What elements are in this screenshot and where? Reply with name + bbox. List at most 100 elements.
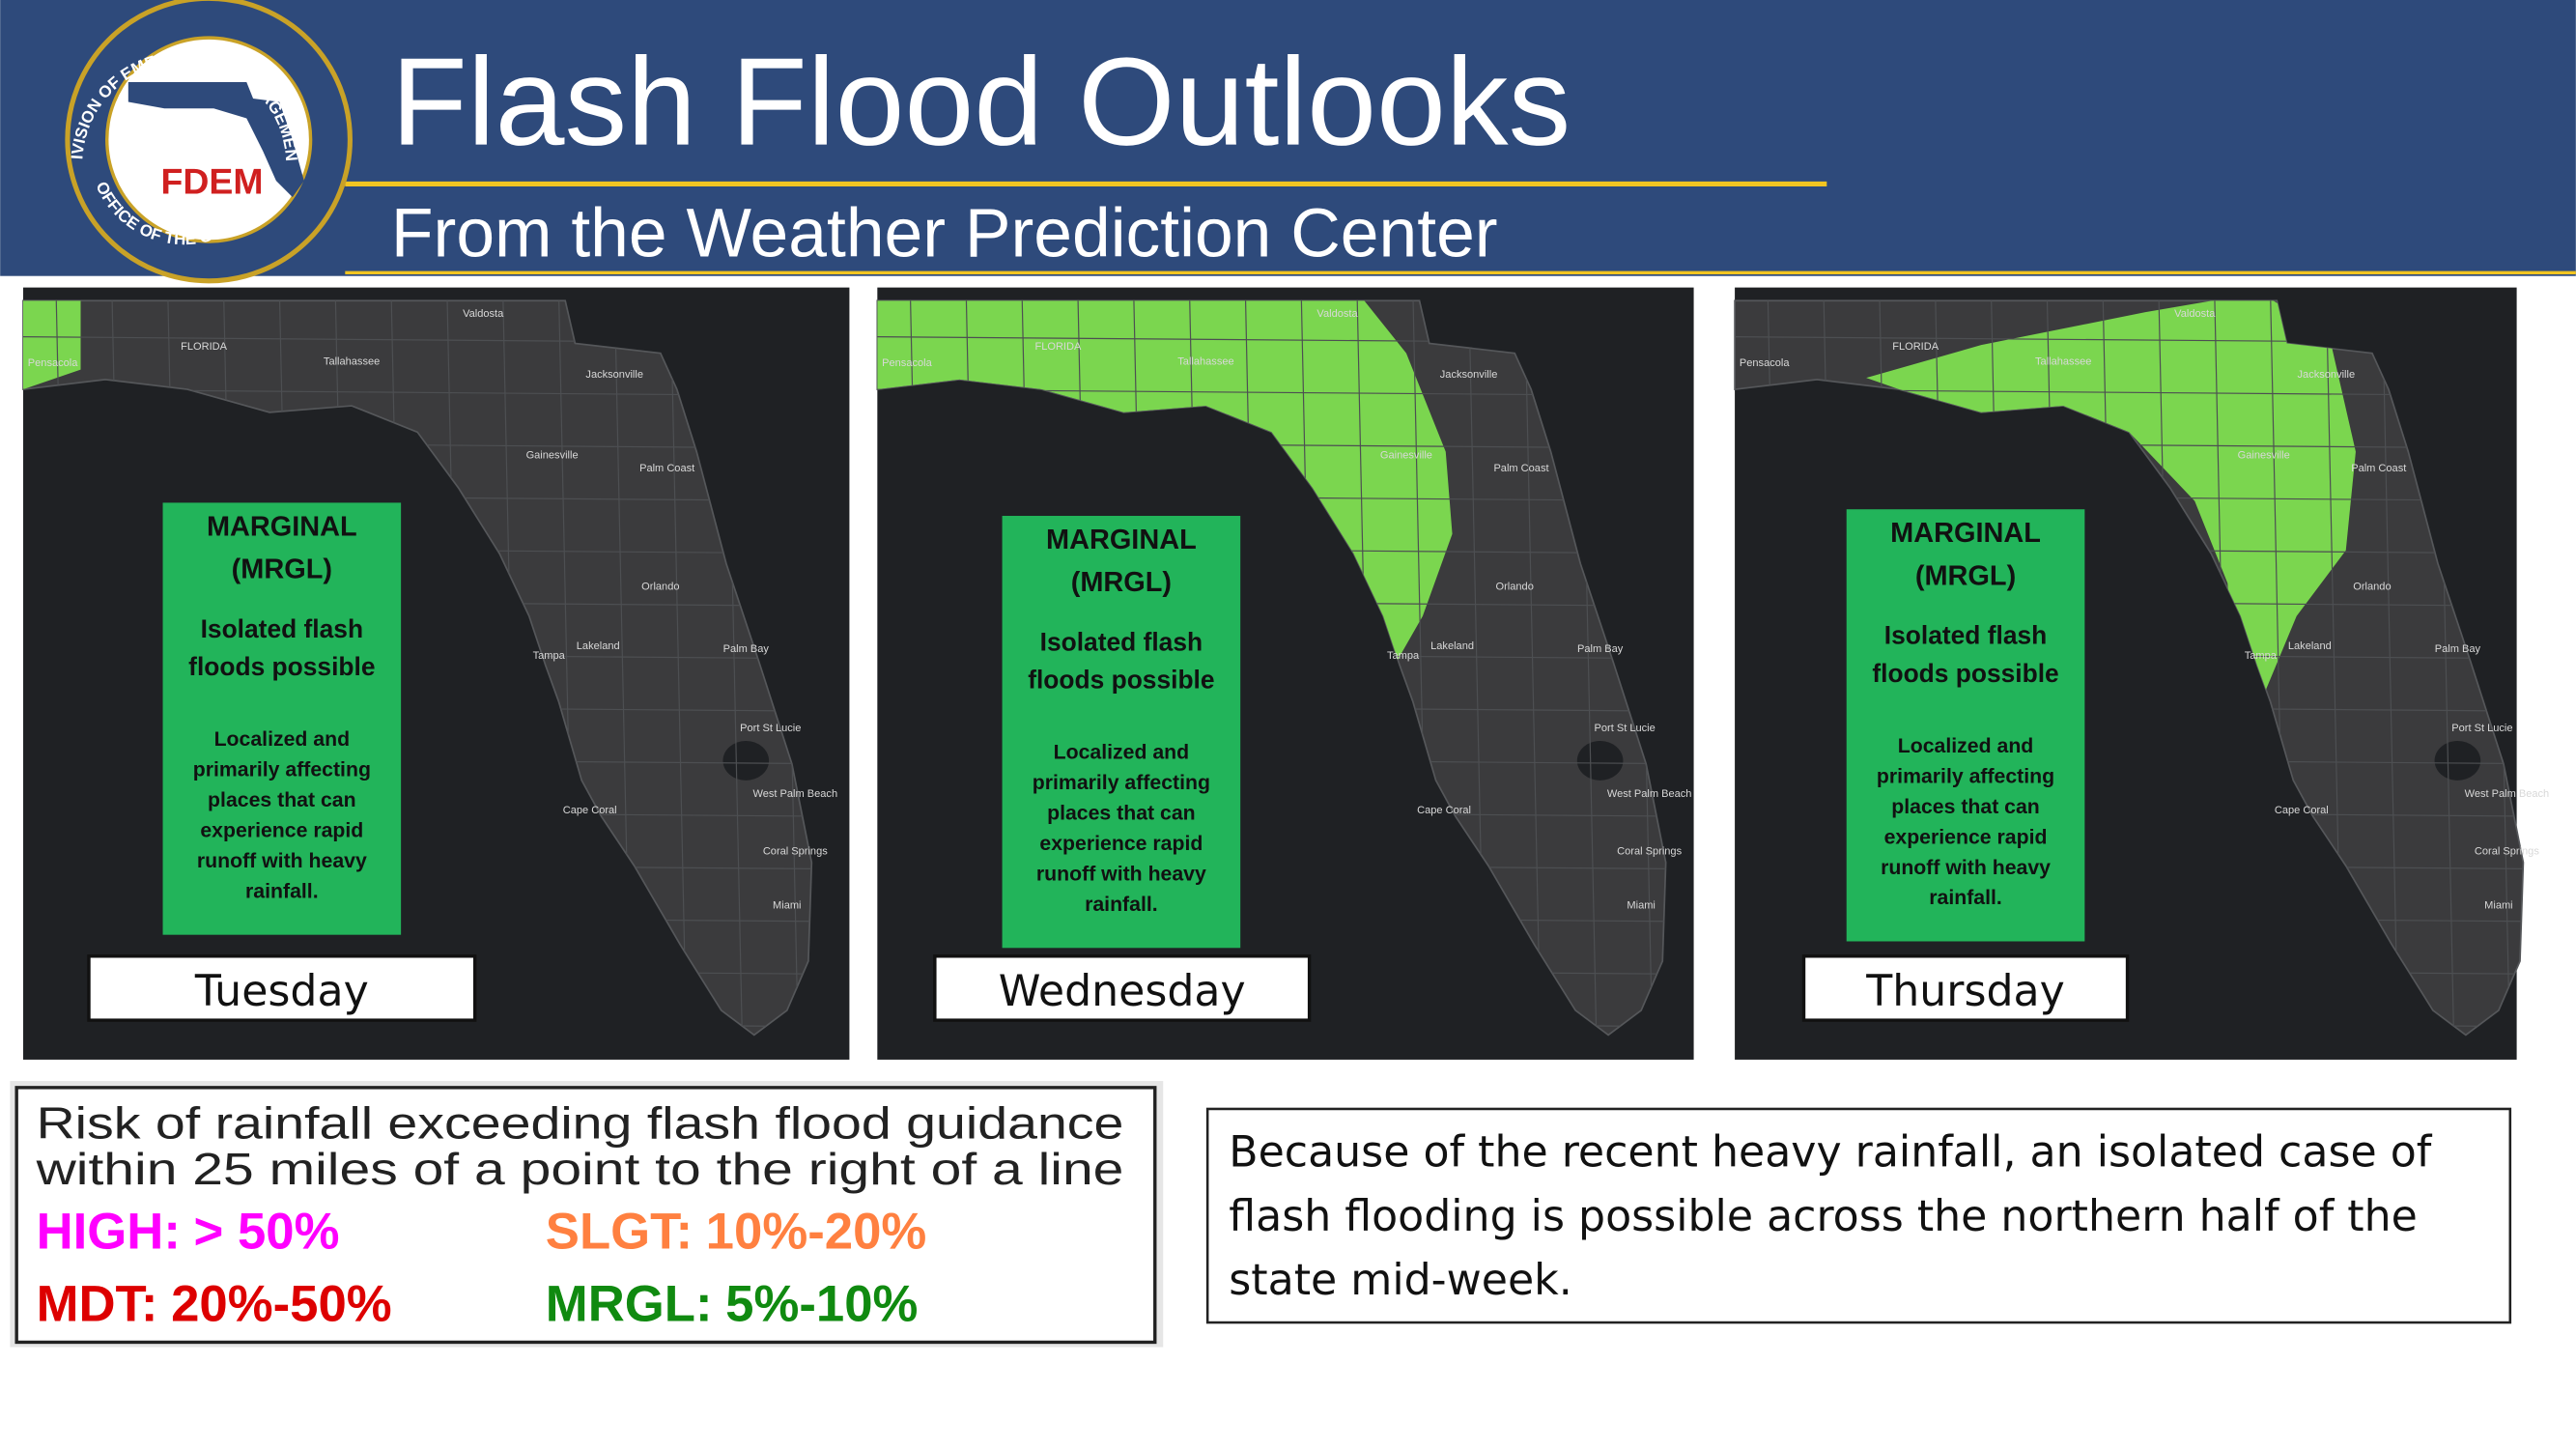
city-label: Miami xyxy=(773,899,801,911)
city-label: Coral Springs xyxy=(2475,845,2539,857)
risk-detail: places that can xyxy=(208,788,356,811)
city-label: Palm Coast xyxy=(639,463,694,474)
day-label: Thursday xyxy=(1865,967,2065,1016)
city-label: Orlando xyxy=(2353,582,2391,593)
note-line: state mid-week. xyxy=(1229,1256,1572,1305)
city-label: FLORIDA xyxy=(181,341,228,353)
risk-box xyxy=(1846,509,2085,942)
legend-box xyxy=(14,1086,1157,1345)
day-label: Wednesday xyxy=(999,967,1246,1016)
risk-box xyxy=(162,502,402,935)
legend: Risk of rainfall exceeding flash flood g… xyxy=(35,1098,1123,1333)
city-label: Tallahassee xyxy=(1177,356,1233,368)
risk-detail: runoff with heavy xyxy=(197,849,367,872)
title: Flash Flood Outlooks xyxy=(391,33,1571,172)
county-line xyxy=(669,300,688,1036)
risk-detail: runoff with heavy xyxy=(1881,856,2051,879)
risk-area xyxy=(22,300,81,390)
city-label: Lakeland xyxy=(577,640,620,652)
note: Because of the recent heavy rainfall, an… xyxy=(1229,1127,2433,1305)
lake xyxy=(2434,741,2481,781)
city-label: Orlando xyxy=(1496,582,1534,593)
note-box xyxy=(1205,1107,2512,1324)
risk-detail: primarily affecting xyxy=(1033,771,1210,794)
map-panel: Valdosta Tallahassee Pensacola FLORIDA Jacks… xyxy=(876,287,1694,1060)
city-label: Palm Coast xyxy=(2351,463,2406,474)
city-label: Jacksonville xyxy=(585,369,643,381)
city-label: Jacksonville xyxy=(2298,369,2356,381)
city-label: Valdosta xyxy=(2174,308,2216,320)
risk-code: (MRGL) xyxy=(1915,560,2016,591)
city-label: Jacksonville xyxy=(1440,369,1498,381)
city-label: Valdosta xyxy=(463,308,504,320)
day-box xyxy=(1801,954,2130,1022)
city-label: West Palm Beach xyxy=(1607,788,1692,800)
city-label: Tallahassee xyxy=(324,356,380,368)
city-label: West Palm Beach xyxy=(752,788,837,800)
risk-detail: places that can xyxy=(1891,795,2040,818)
risk-detail: experience rapid xyxy=(1039,832,1203,855)
risk-level: MARGINAL xyxy=(1890,518,2041,549)
note-line: Because of the recent heavy rainfall, an… xyxy=(1229,1127,2433,1177)
day-label: Tuesday xyxy=(194,967,369,1016)
risk-headline: Isolated flash xyxy=(1040,627,1203,656)
legend-item: HIGH: > 50% xyxy=(37,1204,340,1261)
city-label: Cape Coral xyxy=(1417,805,1471,816)
city-label: FLORIDA xyxy=(1892,341,1939,353)
city-label: Coral Springs xyxy=(1617,845,1682,857)
legend-item: SLGT: 10%-20% xyxy=(546,1204,926,1261)
city-label: Pensacola xyxy=(28,357,78,369)
city-label: Palm Bay xyxy=(723,643,770,655)
city-label: FLORIDA xyxy=(1034,341,1082,353)
risk-detail: Localized and xyxy=(1898,734,2034,757)
legend-item-label: MDT: xyxy=(37,1275,158,1332)
city-label: Pensacola xyxy=(1740,357,1790,369)
city-label: Gainesville xyxy=(1380,449,1432,461)
city-label: Palm Bay xyxy=(2435,643,2481,655)
risk-code: (MRGL) xyxy=(232,554,332,585)
logo-name: FDEM xyxy=(161,161,264,202)
city-label: Port St Lucie xyxy=(1595,723,1656,734)
risk-headline: floods possible xyxy=(1028,666,1214,695)
legend-item-range: 10%-20% xyxy=(706,1204,927,1261)
risk-area xyxy=(877,300,1453,663)
risk-detail: primarily affecting xyxy=(1877,764,2054,787)
risk-level: MARGINAL xyxy=(1046,525,1197,555)
panels: Valdosta Tallahassee Pensacola FLORIDA Jacks… xyxy=(22,287,2550,1060)
risk-code: (MRGL) xyxy=(1071,567,1172,598)
header-bar xyxy=(0,0,2576,276)
lake xyxy=(722,741,770,781)
city-label: Miami xyxy=(1627,899,1655,911)
legend-item-range: 5%-10% xyxy=(725,1275,918,1332)
day-box xyxy=(933,954,1312,1022)
city-label: Palm Bay xyxy=(1577,643,1624,655)
city-label: Tampa xyxy=(2245,650,2278,662)
city-label: Port St Lucie xyxy=(2451,723,2512,734)
risk-detail: experience rapid xyxy=(1884,825,2048,848)
risk-headline: Isolated flash xyxy=(201,614,363,643)
lake xyxy=(1576,741,1624,781)
city-label: Gainesville xyxy=(526,449,579,461)
risk-level: MARGINAL xyxy=(207,511,357,542)
risk-headline: floods possible xyxy=(188,652,375,681)
city-label: Gainesville xyxy=(2238,449,2290,461)
city-label: West Palm Beach xyxy=(2465,788,2550,800)
legend-title: within 25 miles of a point to the right … xyxy=(35,1144,1123,1194)
risk-detail: rainfall. xyxy=(1085,893,1158,916)
risk-detail: places that can xyxy=(1047,802,1196,825)
city-label: Port St Lucie xyxy=(740,723,801,734)
legend-item-label: HIGH: xyxy=(37,1204,181,1261)
risk-detail: runoff with heavy xyxy=(1036,863,1206,886)
city-label: Valdosta xyxy=(1316,308,1358,320)
logo-state xyxy=(127,82,304,198)
risk-detail: experience rapid xyxy=(200,818,363,841)
county-line xyxy=(2381,300,2399,1036)
city-label: Miami xyxy=(2484,899,2512,911)
city-label: Tallahassee xyxy=(2035,356,2091,368)
city-label: Tampa xyxy=(533,650,566,662)
city-label: Cape Coral xyxy=(563,805,617,816)
day-box xyxy=(87,954,477,1022)
risk-detail: Localized and xyxy=(1054,741,1190,764)
risk-detail: rainfall. xyxy=(1929,886,2002,909)
risk-detail: primarily affecting xyxy=(193,758,371,781)
